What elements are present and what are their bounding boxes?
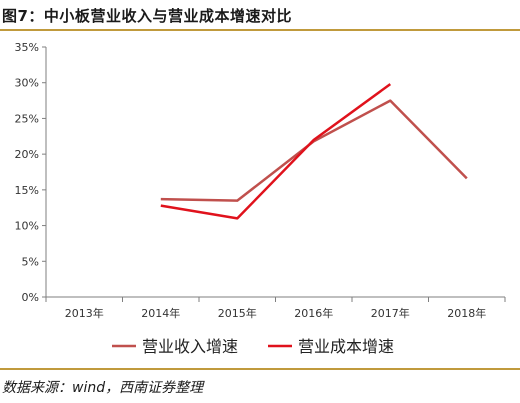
footer-rule <box>0 368 520 370</box>
x-tick-label: 2015年 <box>218 306 257 320</box>
source-note: 数据来源：wind，西南证券整理 <box>2 380 204 396</box>
y-tick-label: 10% <box>15 220 39 233</box>
legend-label: 营业收入增速 <box>142 337 238 356</box>
legend-label: 营业成本增速 <box>298 337 394 356</box>
line-chart: 0%5%10%15%20%25%30%35% 2013年 2014年 2015年 20… <box>15 41 506 356</box>
y-tick-label: 5% <box>22 255 39 268</box>
y-tick-label: 0% <box>22 291 39 304</box>
title-bar: 图7：中小板营业收入与营业成本增速对比 <box>0 0 520 31</box>
y-tick-label: 15% <box>15 184 39 197</box>
series-line-1 <box>160 99 468 202</box>
y-tick-label: 25% <box>15 112 39 125</box>
x-tick-label: 2014年 <box>141 306 180 320</box>
y-tick-label: 30% <box>15 77 39 90</box>
series-lines <box>160 83 468 220</box>
figure-title: 图7：中小板营业收入与营业成本增速对比 <box>2 7 292 25</box>
series-line-2 <box>160 83 392 220</box>
y-tick-label: 20% <box>15 148 39 161</box>
x-tick-label: 2013年 <box>65 306 104 320</box>
x-tick-label: 2016年 <box>294 306 333 320</box>
x-tick-label: 2018年 <box>447 306 486 320</box>
y-tick-label: 35% <box>15 41 39 54</box>
y-axis: 0% 5% 10% 15% 20% 25% 30% 35% <box>15 41 47 304</box>
legend: 营业收入增速 营业成本增速 <box>112 337 394 356</box>
x-axis: 2013年 2014年 2015年 2016年 2017年 2018年 <box>45 296 506 320</box>
x-tick-label: 2017年 <box>371 306 410 320</box>
